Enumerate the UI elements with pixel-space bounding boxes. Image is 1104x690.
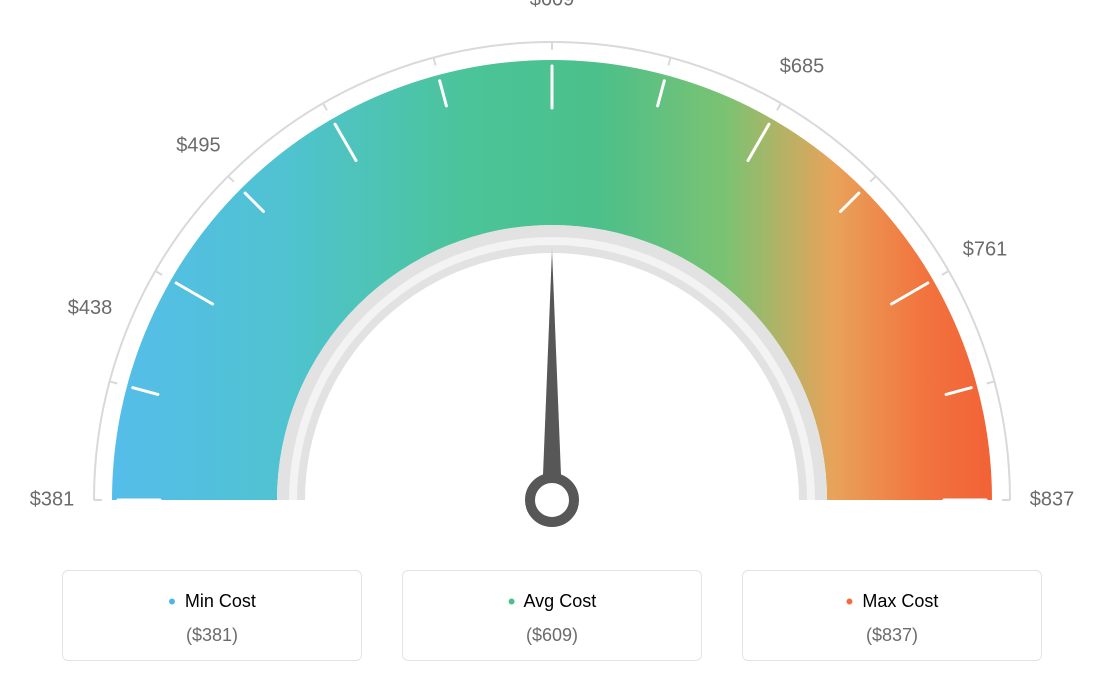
dot-min-icon: •: [168, 589, 176, 614]
legend-value-min: ($381): [73, 625, 351, 646]
gauge-svg: $381 $438 $495 $609 $685 $761 $837: [0, 0, 1104, 560]
gauge-chart: $381 $438 $495 $609 $685 $761 $837: [0, 0, 1104, 560]
svg-text:$837: $837: [1030, 488, 1075, 510]
legend-card-avg: • Avg Cost ($609): [402, 570, 702, 661]
dot-max-icon: •: [846, 589, 854, 614]
legend-card-max: • Max Cost ($837): [742, 570, 1042, 661]
legend-value-avg: ($609): [413, 625, 691, 646]
svg-text:$495: $495: [176, 135, 221, 157]
legend-title-max: • Max Cost: [753, 589, 1031, 615]
legend-card-min: • Min Cost ($381): [62, 570, 362, 661]
svg-text:$609: $609: [530, 0, 575, 10]
legend-value-max: ($837): [753, 625, 1031, 646]
legend-title-min: • Min Cost: [73, 589, 351, 615]
dot-avg-icon: •: [508, 589, 516, 614]
legend-label-max: Max Cost: [862, 591, 938, 611]
svg-text:$685: $685: [780, 55, 825, 77]
svg-text:$761: $761: [963, 238, 1008, 260]
legend-label-avg: Avg Cost: [524, 591, 597, 611]
legend-label-min: Min Cost: [185, 591, 256, 611]
legend-title-avg: • Avg Cost: [413, 589, 691, 615]
legend-row: • Min Cost ($381) • Avg Cost ($609) • Ma…: [0, 570, 1104, 661]
svg-text:$381: $381: [30, 488, 75, 510]
svg-text:$438: $438: [68, 297, 113, 319]
